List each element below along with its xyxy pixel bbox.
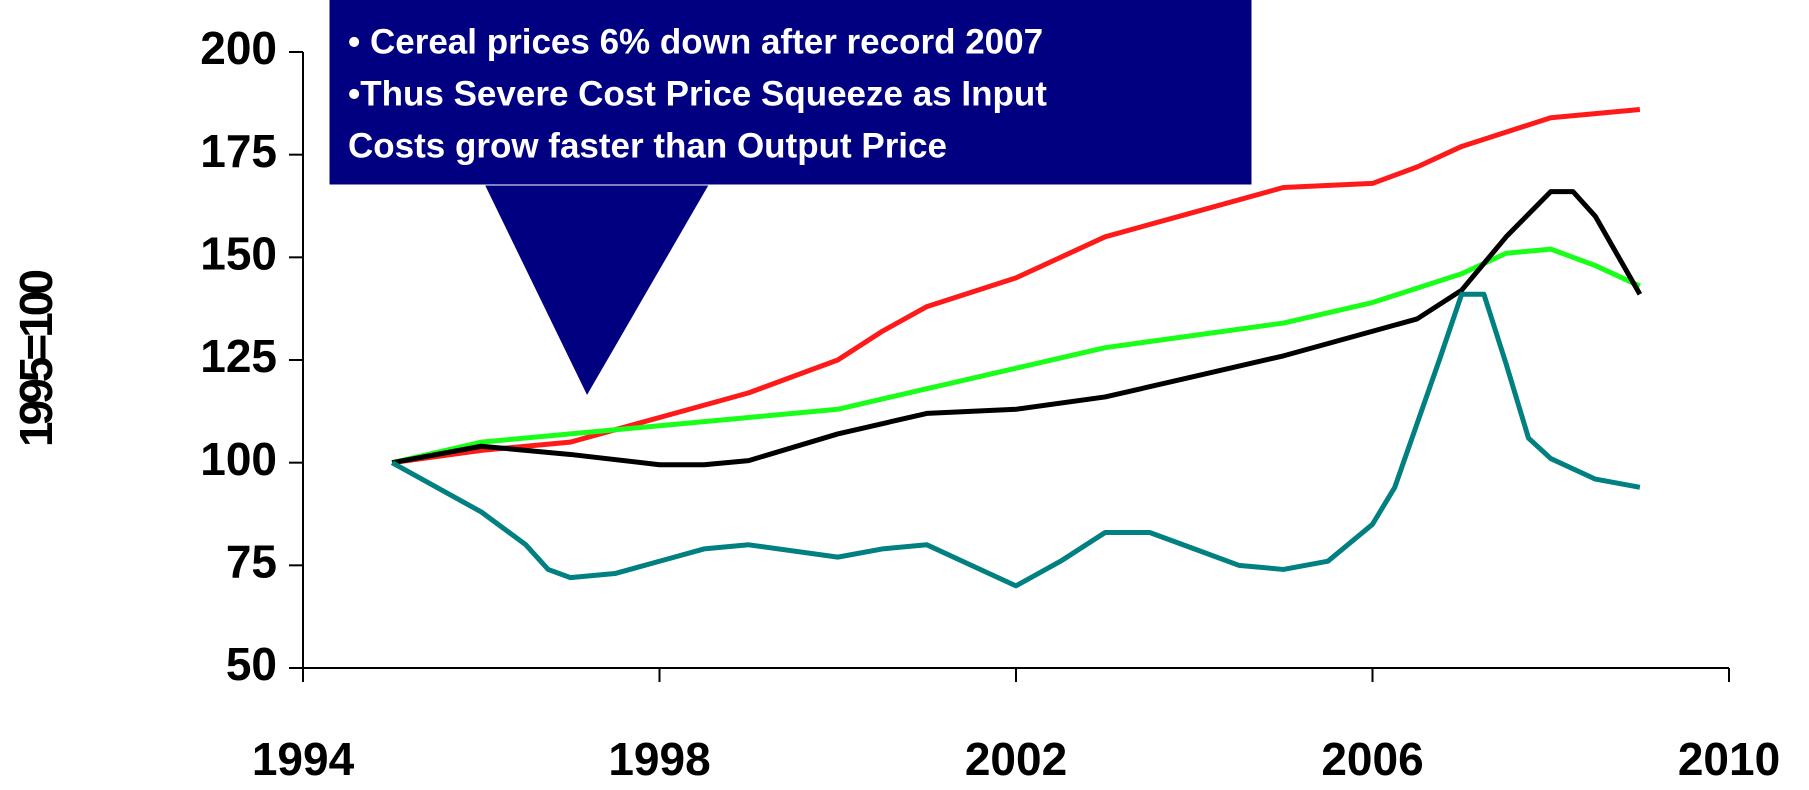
y-tick-label: 100 bbox=[200, 433, 277, 485]
y-tick-label: 150 bbox=[200, 227, 277, 279]
x-tick-label: 1998 bbox=[608, 733, 710, 785]
series-line bbox=[391, 246, 1641, 466]
callout-text: •Thus Severe Cost Price Squeeze as Input bbox=[348, 74, 1047, 113]
y-tick-label: 200 bbox=[200, 22, 277, 74]
x-tick-label: 2010 bbox=[1678, 733, 1780, 785]
callout-text: Costs grow faster than Output Price bbox=[348, 126, 947, 165]
callout-text: • Cereal prices 6% down after record 200… bbox=[348, 22, 1043, 61]
x-tick-label: 2006 bbox=[1321, 733, 1423, 785]
y-tick-label: 125 bbox=[200, 330, 277, 382]
y-axis-label: 1995=100 bbox=[10, 271, 62, 447]
y-tick-label: 50 bbox=[226, 638, 277, 690]
x-tick-label: 2002 bbox=[965, 733, 1067, 785]
callout-box bbox=[328, 0, 1253, 186]
callout-pointer bbox=[481, 179, 713, 398]
x-tick-label: 1994 bbox=[252, 733, 355, 785]
y-tick-label: 75 bbox=[226, 535, 277, 587]
series-line bbox=[391, 189, 1643, 468]
y-tick-label: 175 bbox=[200, 125, 277, 177]
series-line bbox=[390, 291, 1641, 589]
